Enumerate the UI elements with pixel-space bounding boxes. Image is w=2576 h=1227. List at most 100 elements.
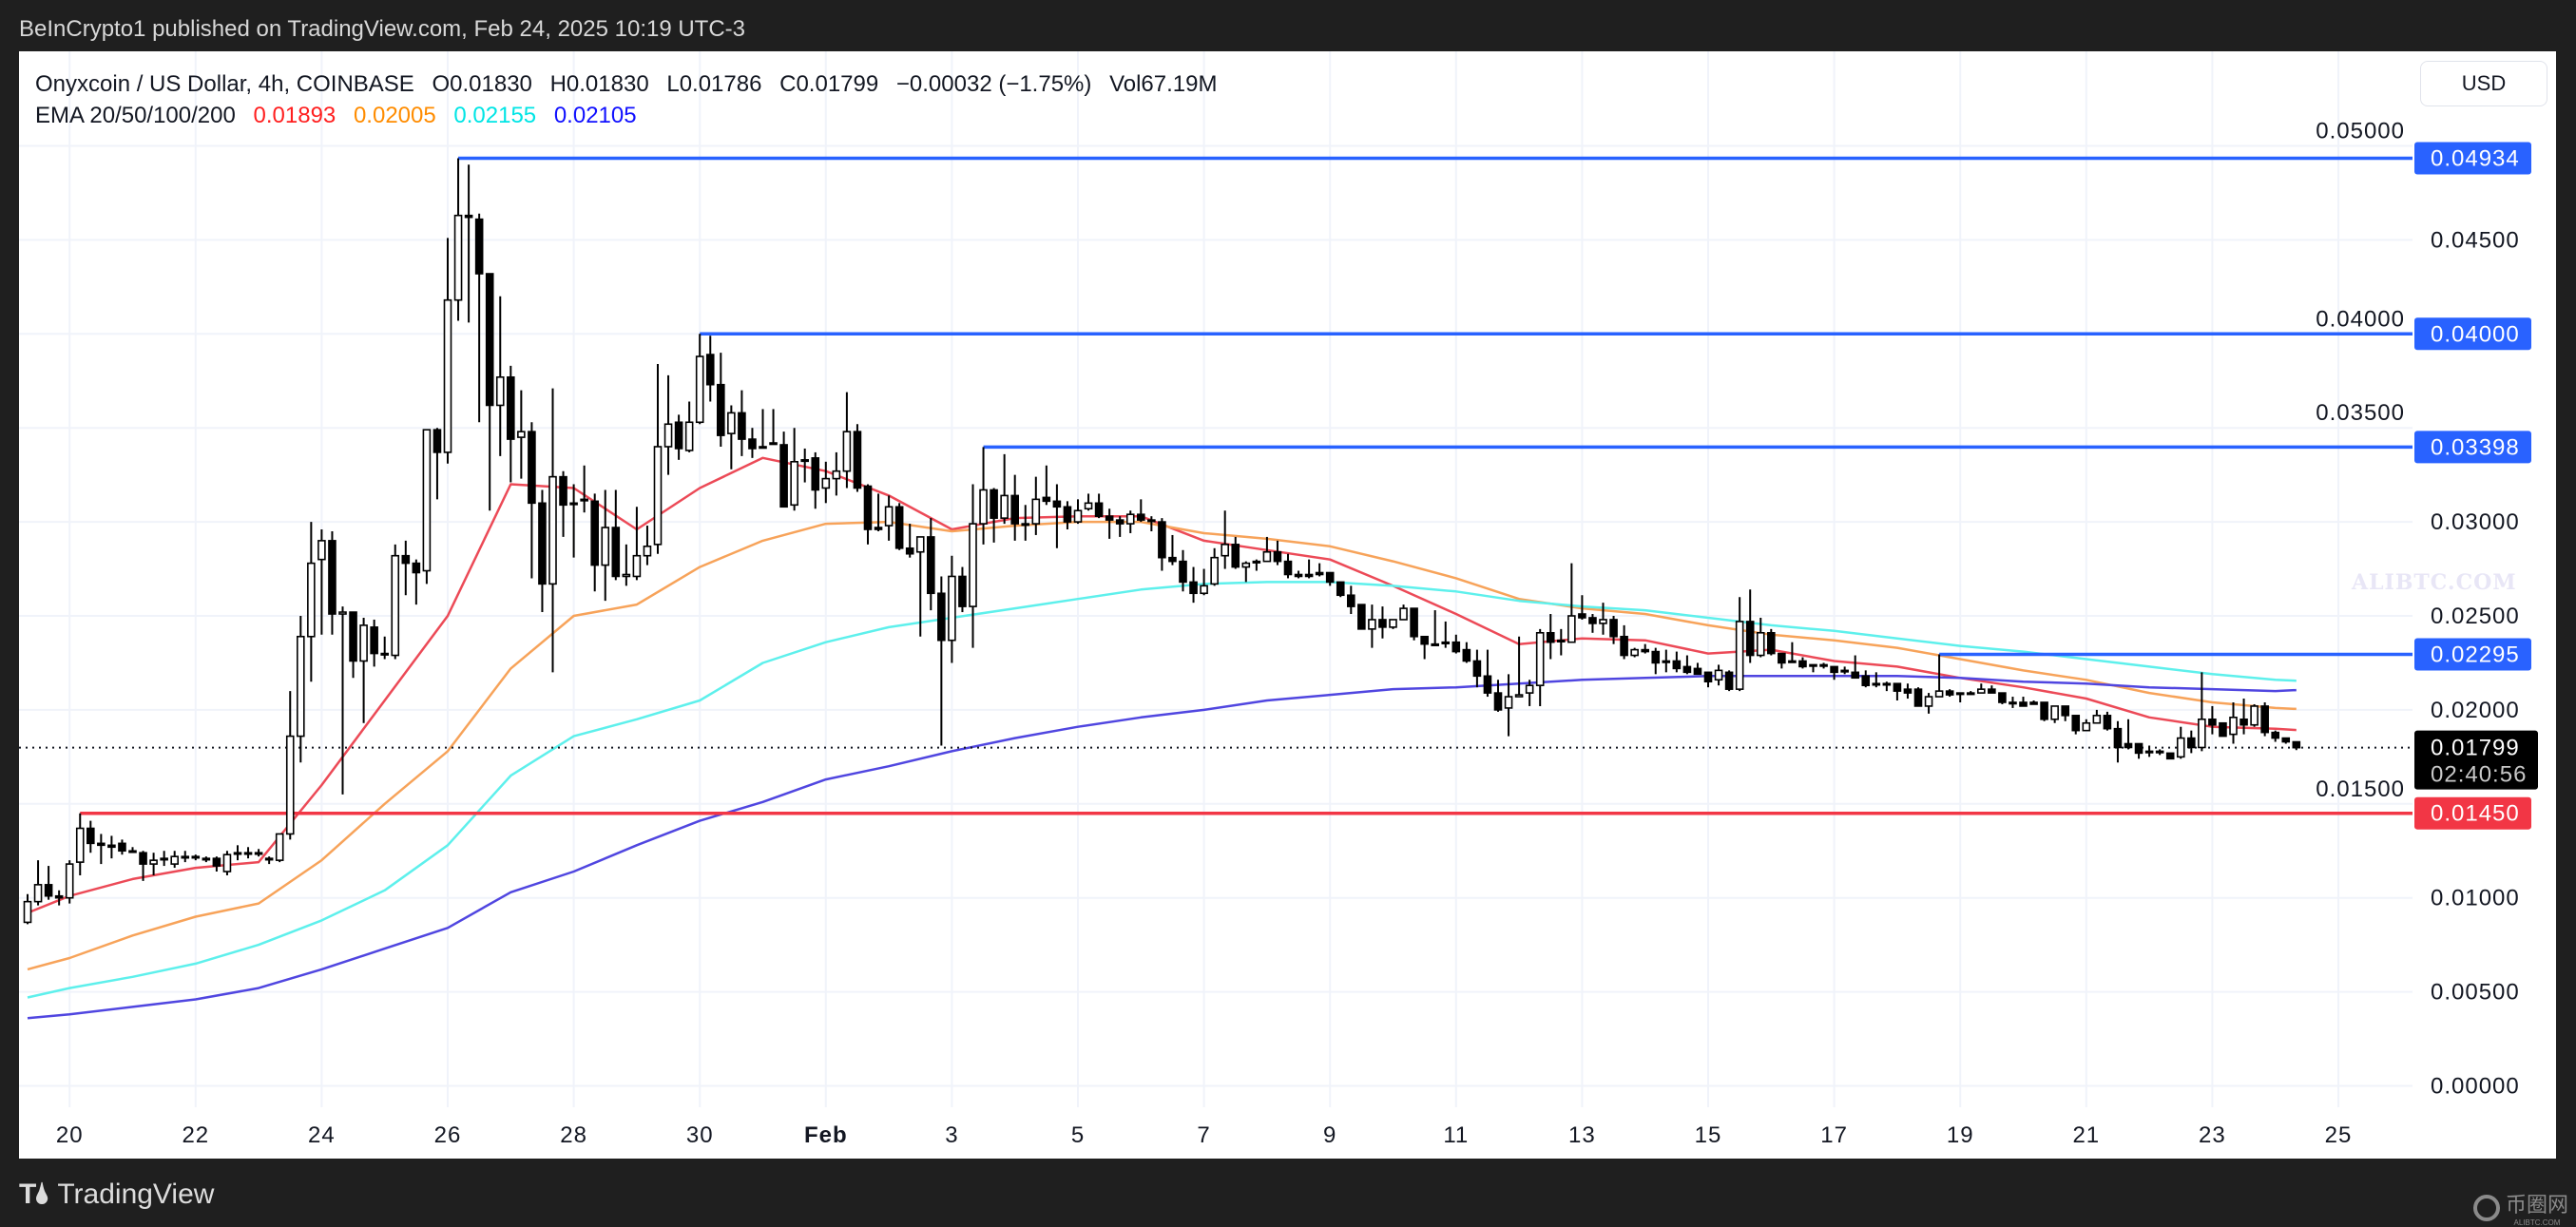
candle [1903,683,1913,700]
candle [800,448,810,483]
candle-body-up [317,540,326,561]
candle-body-down [1451,641,1461,653]
candle-body-down [937,592,946,642]
candle-body-up [75,827,85,863]
y-tick-label: 0.03000 [2431,509,2520,535]
candle [160,851,168,867]
candle-body-down [485,273,494,407]
candle [1262,536,1272,563]
candle [1357,604,1366,630]
corner-logo: 币圈网 ALIBTC.COM [2473,1188,2568,1227]
candle [33,860,43,906]
candle-body-down [1851,671,1859,680]
candle [307,522,316,682]
candle [1693,662,1702,676]
candle-body-down [1672,660,1682,670]
x-tick-label: 23 [2199,1122,2226,1148]
candle-body-up [160,857,168,861]
candle [1073,499,1083,525]
tradingview-logo[interactable]: T🌢 TradingView [19,1179,214,1211]
low-value: L0.01786 [666,71,762,97]
candle [1934,654,1944,698]
candle [653,363,663,554]
candle-body-up [495,375,505,407]
x-tick-label: Feb [804,1122,848,1148]
price-axis[interactable]: 0.00000 0.00500 0.01000 0.01500 0.02000 0.025… [2316,119,2520,1100]
candle-body-up [580,498,588,502]
ema-label[interactable]: EMA 20/50/100/200 [35,103,236,128]
candle-body-down [2124,742,2133,749]
candle-body-down [139,852,147,865]
candle [1504,674,1513,737]
candle-body-up [2082,721,2091,732]
candle [1778,652,1786,669]
candle [2061,705,2069,721]
candle-body-down [2208,718,2217,726]
corner-logo-subtext: ALIBTC.COM [2513,1218,2561,1227]
candle [1210,547,1219,586]
candle-body-down [1336,581,1345,597]
candle [412,559,421,605]
candle [2165,752,2175,760]
candle-body-down [1283,560,1293,576]
candle-body-down [738,412,746,440]
y-tick-label: 0.05000 [2316,119,2405,144]
candle [296,616,305,763]
candle-body-up [2176,737,2185,758]
candle [2103,711,2112,731]
candle [1662,649,1671,673]
candle-body-up [2050,705,2059,720]
candle-body-up [1504,696,1513,709]
y-tick-label: 0.04000 [2316,306,2405,332]
candle [464,164,473,323]
candle [937,576,946,746]
candle-body-down [1830,665,1838,674]
candle [517,390,526,479]
candle-body-down [1168,556,1177,563]
candle [1493,680,1503,712]
candle [1336,581,1345,598]
candle-body-down [779,444,788,508]
candle [1851,655,1859,680]
candle-body-up [359,624,368,662]
candle-body-up [191,855,201,859]
tradingview-icon: T🌢 [19,1179,50,1210]
level-tag-label: 0.02295 [2431,642,2520,668]
candle [1998,692,2007,704]
candle [874,493,883,531]
candle-body-up [915,536,925,553]
candle-body-down [2165,752,2175,760]
candle-body-up [1662,660,1671,663]
time-axis[interactable]: 20 22 24 26 28 30 Feb 3 5 7 9 11 13 15 17 19 21 23 25 [56,1122,2353,1148]
last-price-label: 0.01799 [2431,736,2520,761]
candle-body-down [1115,519,1125,525]
candle [2092,709,2102,724]
candle [979,447,988,545]
symbol-title[interactable]: Onyxcoin / US Dollar, 4h, COINBASE [35,71,414,97]
candle [1052,484,1062,548]
watermark: ALIBTC.COM [2352,570,2517,595]
candle-body-down [894,506,904,549]
candle [538,489,547,613]
publish-info: BeInCrypto1 published on TradingView.com… [19,16,746,42]
candle-body-up [1200,585,1208,595]
candle [149,853,158,875]
candle-body-up [285,735,295,835]
candle [1788,642,1797,663]
candle-body-up [1389,619,1397,628]
candle-body-up [254,852,263,855]
candle [1273,540,1282,566]
last-price-tag [2414,730,2538,790]
currency-button[interactable]: USD [2420,61,2547,106]
candle-body-up [65,863,74,899]
candle-body-down [1410,607,1418,638]
candle [264,856,274,865]
ema-line-50 [27,520,2297,971]
candle [1955,692,1965,702]
candle-body-down [1724,671,1734,690]
candle [453,158,463,321]
candle [370,619,378,667]
candle [1535,628,1545,706]
x-tick-label: 3 [945,1122,958,1148]
